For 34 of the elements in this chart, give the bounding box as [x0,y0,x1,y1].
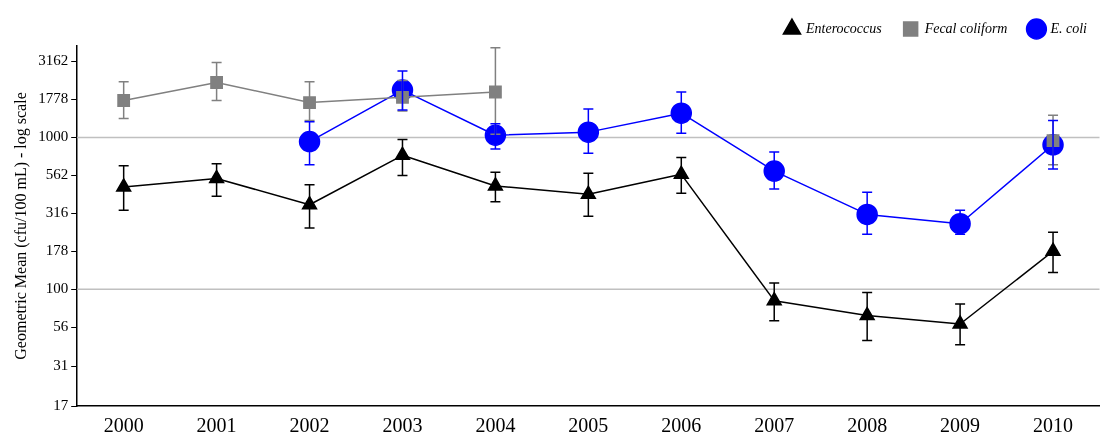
x-tick-label: 2006 [661,414,702,437]
legend-label: Fecal coliform [923,20,1008,36]
point [117,94,131,107]
point [210,76,224,89]
point [487,177,504,191]
y-tick-label: 316 [45,204,69,221]
y-tick-label: 100 [45,280,69,297]
y-axis-title: Geometric Mean (cfu/100 mL) - log scale [11,92,30,360]
x-tick-label: 2004 [475,414,516,437]
point [303,96,316,110]
x-tick-label: 2003 [382,414,423,437]
y-tick-label: 3162 [38,52,69,69]
y-tick-label: 1778 [38,90,69,107]
x-tick-label: 2002 [289,414,330,437]
point [580,185,597,200]
y-tick-label: 178 [45,242,69,259]
x-tick-label: 2005 [568,414,609,437]
legend-label: Enterococcus [804,20,883,36]
y-tick-label: 56 [53,318,69,335]
point [298,130,321,153]
x-tick-label: 2001 [196,414,237,437]
y-tick-label: 562 [45,166,69,183]
x-tick-label: 2000 [103,414,144,437]
y-tick-label: 17 [53,396,69,413]
point [670,102,693,124]
y-tick-label: 31 [53,357,69,374]
x-tick-label: 2009 [940,414,981,437]
y-tick-label: 1000 [38,128,69,145]
legend-label: E. coli [1049,20,1088,36]
point [115,178,132,192]
x-tick-label: 2008 [847,414,888,437]
point [577,121,600,143]
x-tick-label: 2010 [1033,414,1074,437]
x-tick-label: 2007 [754,414,795,437]
